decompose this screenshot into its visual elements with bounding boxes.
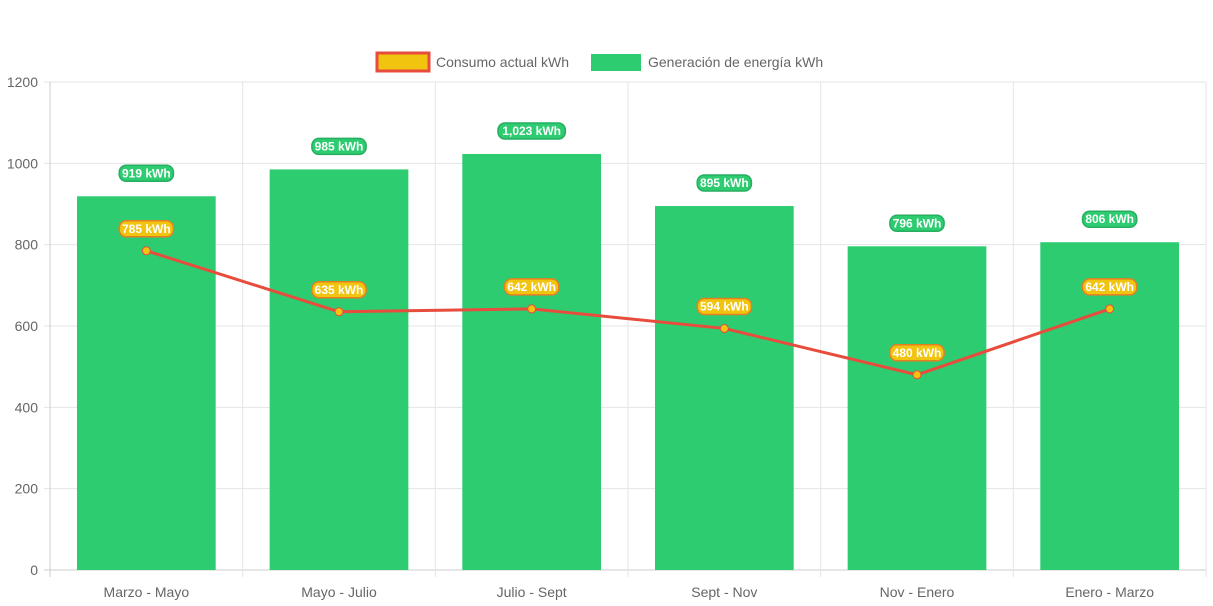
- y-tick-label: 1000: [7, 155, 38, 171]
- bar[interactable]: [76, 196, 216, 571]
- y-tick-label: 0: [30, 562, 38, 578]
- bar-value-label-bg: [696, 174, 753, 192]
- bar-value-label: 796 kWh: [889, 214, 945, 233]
- line-value-label: 642 kWh: [503, 278, 560, 296]
- legend-item-generacion[interactable]: Generación de energía kWh: [591, 54, 823, 71]
- bar-value-label-text: 1,023 kWh: [502, 124, 561, 138]
- line-value-label: 594 kWh: [696, 297, 753, 316]
- y-tick-label: 600: [15, 318, 39, 334]
- bar-value-label-bg: [118, 164, 175, 183]
- bar[interactable]: [462, 153, 602, 571]
- line-value-label-text: 642 kWh: [507, 280, 556, 294]
- bar-value-label-bg: [1081, 210, 1138, 228]
- line-value-label-bg: [118, 220, 175, 238]
- line-value-label-bg: [889, 344, 945, 362]
- bar-value-label: 985 kWh: [311, 137, 367, 156]
- bar-value-label-text: 796 kWh: [893, 216, 942, 230]
- line-value-label-text: 785 kWh: [122, 222, 171, 236]
- grid: [44, 81, 1207, 577]
- bar[interactable]: [1040, 242, 1180, 570]
- data-labels: 919 kWh 985 kWh 1,023 kWh 895 kWh 796 kWh 806…: [118, 122, 1138, 362]
- bar-value-label: 806 kWh: [1081, 210, 1138, 228]
- legend-label-consumo: Consumo actual kWh: [436, 54, 569, 70]
- line-value-label-bg: [696, 297, 753, 316]
- legend-label-generacion: Generación de energía kWh: [648, 54, 823, 70]
- line-value-label-bg: [311, 281, 367, 299]
- line-value-label: 480 kWh: [889, 344, 945, 362]
- bar-value-label-text: 985 kWh: [315, 139, 364, 153]
- consumo-line: [145, 249, 1111, 377]
- line-value-label-bg: [503, 278, 560, 296]
- legend-swatch-generacion: [591, 54, 641, 71]
- bar-value-label-text: 895 kWh: [700, 176, 749, 190]
- bar-value-label: 919 kWh: [118, 164, 175, 183]
- bar-series: [76, 153, 1180, 571]
- line-point[interactable]: [141, 246, 151, 256]
- bar-value-label-text: 806 kWh: [1085, 212, 1134, 226]
- legend-swatch-consumo: [375, 51, 431, 73]
- y-tick-label: 400: [15, 399, 39, 415]
- bar-value-label-text: 919 kWh: [122, 166, 171, 180]
- y-tick-label: 1200: [7, 74, 38, 90]
- line-value-label: 785 kWh: [118, 220, 175, 238]
- y-tick-label: 800: [15, 237, 39, 253]
- line-value-label-text: 480 kWh: [893, 346, 942, 360]
- line-value-label-text: 594 kWh: [700, 299, 749, 313]
- bar-value-label-bg: [889, 214, 945, 233]
- x-tick-label: Sept - Nov: [691, 584, 757, 600]
- bar[interactable]: [654, 206, 794, 571]
- line-value-label-bg: [1081, 278, 1138, 296]
- line-series: [141, 246, 1115, 380]
- y-axis: 0 200 400 600 800 1000 1200: [7, 74, 38, 578]
- line-point[interactable]: [527, 304, 537, 314]
- line-point[interactable]: [334, 307, 344, 317]
- line-point[interactable]: [912, 370, 922, 380]
- bar-value-label: 1,023 kWh: [497, 122, 567, 140]
- line-value-label-text: 642 kWh: [1085, 280, 1134, 294]
- line-value-label: 635 kWh: [311, 281, 367, 299]
- x-axis: Marzo - Mayo Mayo - Julio Julio - Sept Sept…: [104, 584, 1155, 600]
- line-point[interactable]: [1105, 304, 1115, 314]
- x-tick-label: Mayo - Julio: [301, 584, 377, 600]
- bar-value-label-bg: [497, 122, 567, 140]
- bar[interactable]: [847, 246, 987, 570]
- x-tick-label: Marzo - Mayo: [104, 584, 190, 600]
- bar[interactable]: [269, 169, 409, 570]
- bar-value-label: 895 kWh: [696, 174, 753, 192]
- line-point[interactable]: [719, 323, 729, 333]
- x-tick-label: Enero - Marzo: [1065, 584, 1154, 600]
- y-tick-label: 200: [15, 481, 39, 497]
- legend[interactable]: Consumo actual kWh Generación de energía…: [375, 51, 823, 73]
- x-tick-label: Julio - Sept: [497, 584, 567, 600]
- line-value-label-text: 635 kWh: [315, 283, 364, 297]
- line-value-label: 642 kWh: [1081, 278, 1138, 296]
- legend-item-consumo[interactable]: Consumo actual kWh: [375, 51, 569, 73]
- bar-value-label-bg: [311, 137, 367, 156]
- x-tick-label: Nov - Enero: [880, 584, 955, 600]
